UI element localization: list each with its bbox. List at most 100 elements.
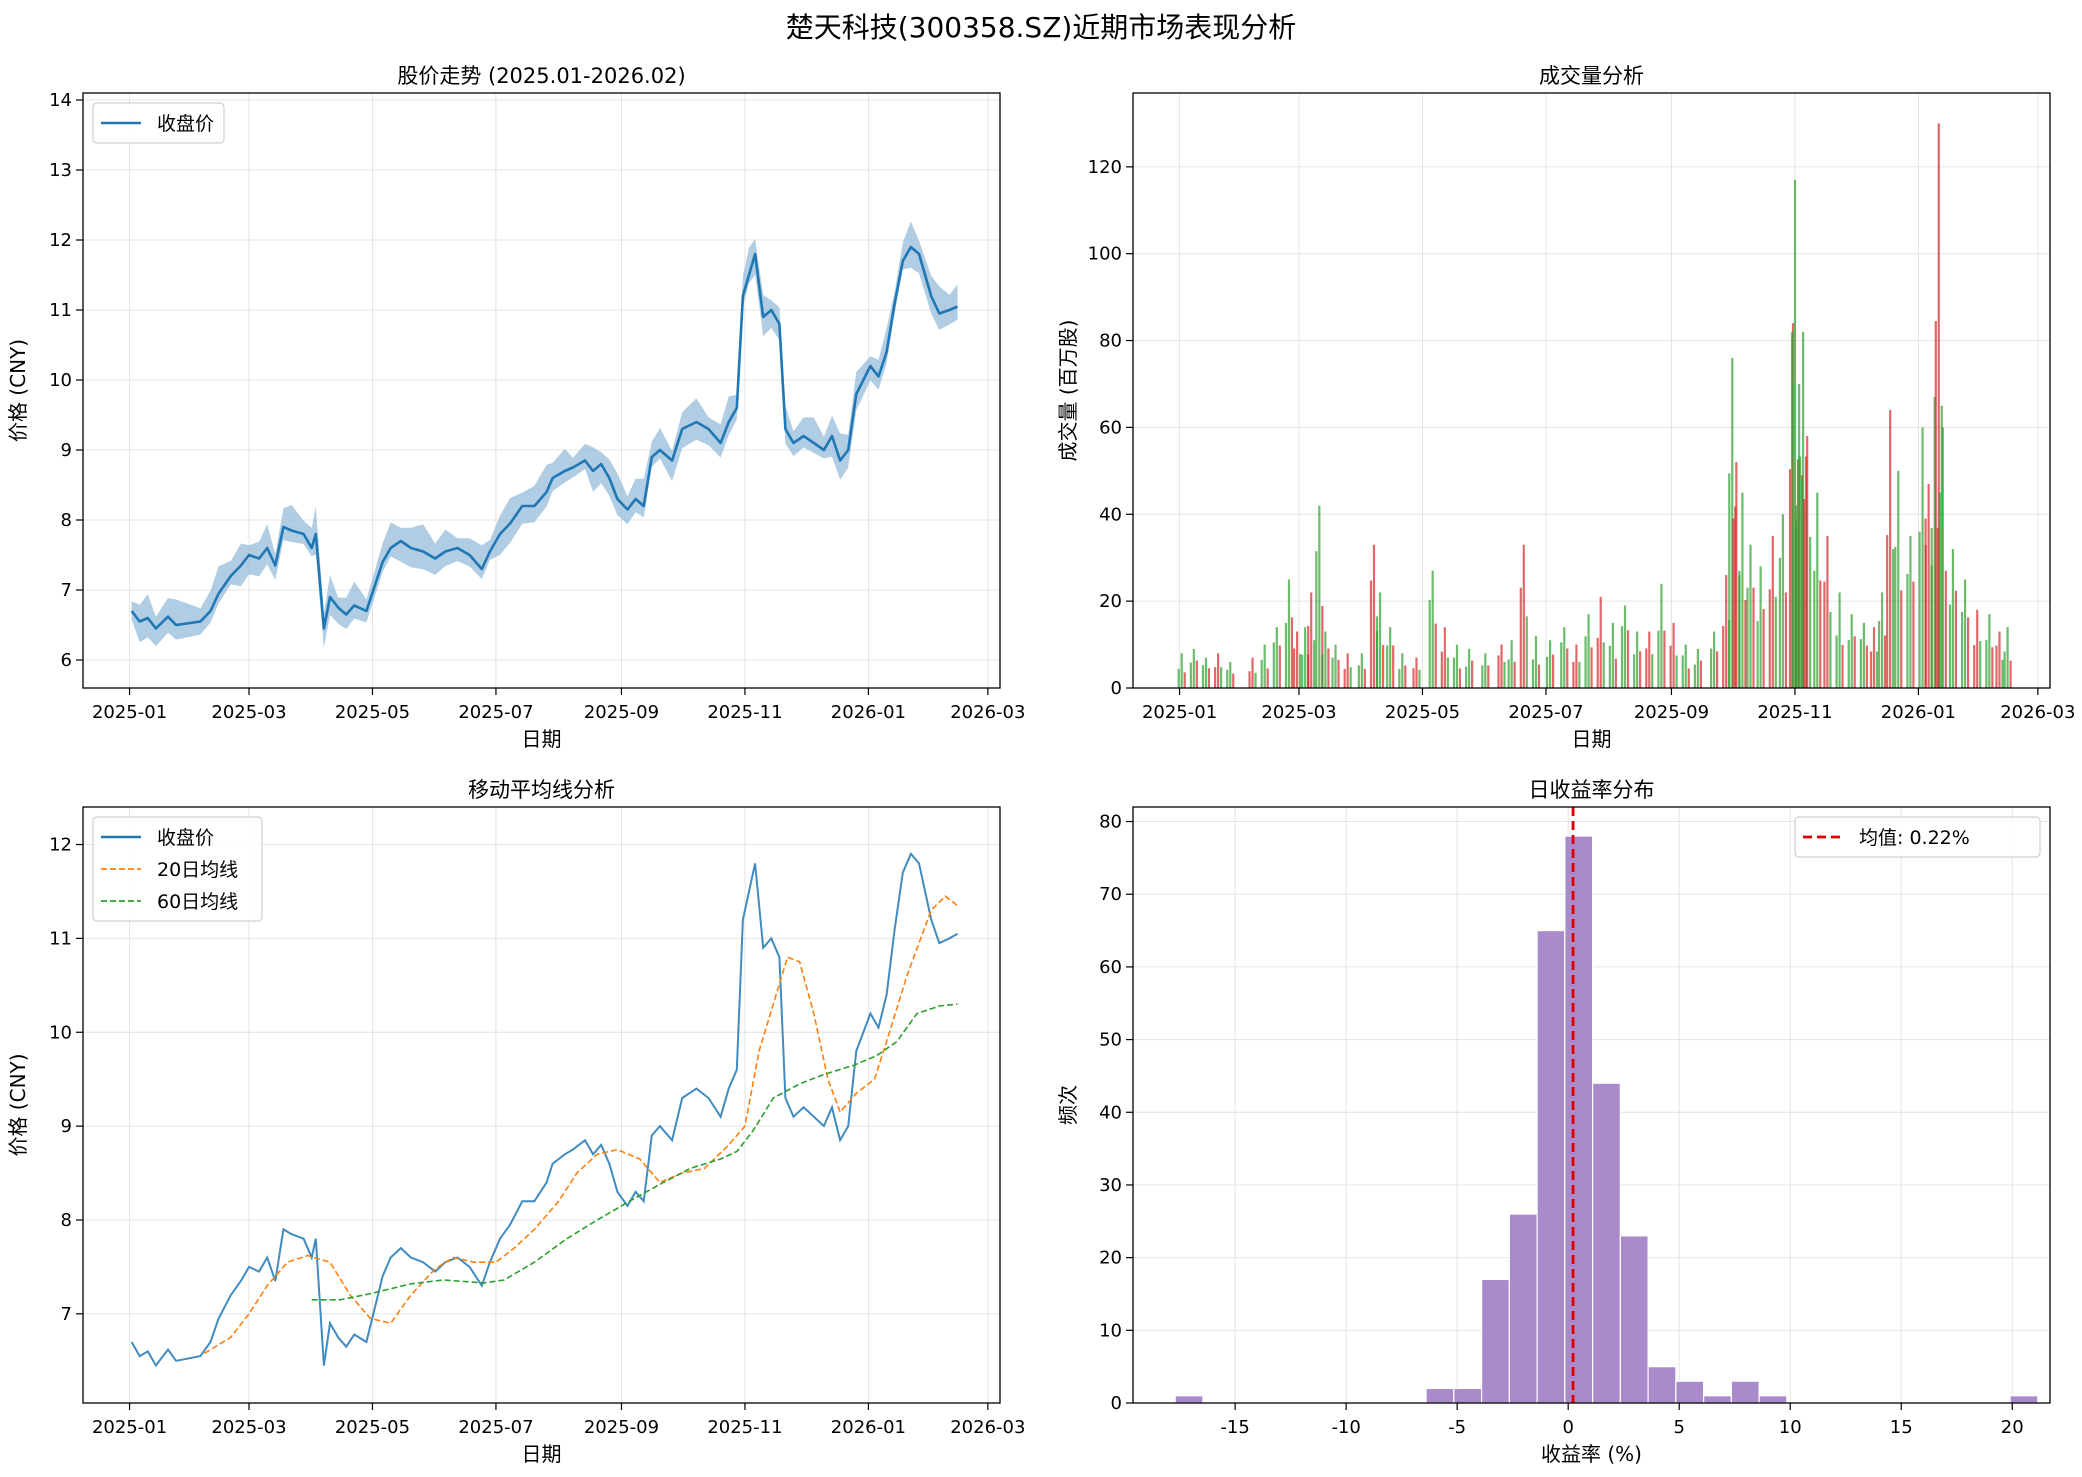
volume-bar — [1500, 644, 1503, 688]
x-tick-label: 2026-01 — [1881, 702, 1956, 723]
volume-bar — [1428, 600, 1431, 688]
volume-bar — [1266, 668, 1269, 688]
y-tick-label: 8 — [61, 1210, 72, 1231]
volume-bar — [1431, 570, 1434, 688]
volume-bar — [1768, 589, 1771, 688]
x-tick-label: 2025-03 — [1261, 702, 1336, 723]
high-low-band — [131, 221, 958, 648]
histogram-bar — [1174, 1395, 1204, 1404]
volume-bar — [1507, 659, 1510, 688]
volume-bar — [1930, 527, 1933, 688]
volume-bar — [1784, 592, 1787, 688]
volume-bar — [1636, 631, 1639, 688]
x-tick-label: 20 — [2001, 1417, 2024, 1438]
volume-bar — [1263, 644, 1266, 688]
y-tick-label: 11 — [49, 928, 72, 949]
volume-bar — [1232, 673, 1235, 688]
volume-bar — [1307, 625, 1310, 688]
y-tick-label: 80 — [1099, 331, 1122, 352]
y-tick-label: 14 — [49, 90, 72, 111]
volume-bar — [1487, 665, 1490, 688]
volume-bar — [1973, 645, 1976, 688]
volume-bar — [1728, 473, 1731, 688]
volume-bar — [1850, 614, 1853, 688]
volume-bar — [1829, 611, 1832, 688]
y-tick-label: 60 — [1099, 417, 1122, 438]
x-tick-label: 2025-11 — [707, 1417, 782, 1438]
volume-bar — [1310, 592, 1313, 688]
x-tick-label: 2025-05 — [335, 1417, 410, 1438]
volume-bar — [1951, 549, 1955, 688]
volume-bar — [1386, 645, 1389, 688]
volume-bar — [1275, 627, 1278, 688]
price-chart: 2025-01 2025-03 2025-05 2025-07 2025-09 2025-… — [6, 64, 1025, 751]
x-tick-label: 2025-09 — [584, 702, 659, 723]
volume-bar — [1534, 635, 1538, 688]
x-tick-label: 5 — [1673, 1417, 1684, 1438]
volume-bar — [1835, 635, 1838, 688]
y-axis-label: 频次 — [1056, 1085, 1080, 1125]
volume-bar — [1292, 648, 1296, 688]
volume-bar — [1687, 668, 1690, 688]
axes-frame — [1132, 92, 2051, 689]
volume-bar — [1254, 672, 1257, 688]
volume-bar — [1471, 660, 1474, 688]
histogram-bar — [1480, 1278, 1510, 1404]
volume-bar — [1623, 605, 1627, 688]
volume-bar — [1894, 546, 1897, 688]
y-tick-label: 70 — [1099, 884, 1122, 905]
y-axis-label: 成交量 (百万股) — [1056, 320, 1080, 462]
volume-bar — [1602, 642, 1605, 688]
volume-bar — [1774, 596, 1777, 688]
y-tick-label: 120 — [1088, 157, 1122, 178]
y-axis-label: 价格 (CNY) — [6, 1053, 30, 1156]
chart-title: 成交量分析 — [1539, 64, 1644, 88]
volume-bar — [1552, 654, 1555, 688]
y-tick-label: 100 — [1088, 244, 1122, 265]
volume-bar — [1484, 653, 1487, 688]
volume-bar — [1699, 660, 1702, 688]
volume-bar — [1912, 581, 1915, 688]
volume-bar — [1651, 654, 1654, 688]
volume-bar — [1192, 648, 1195, 688]
axes-frame — [82, 806, 1001, 1404]
volume-bar — [1906, 573, 1909, 688]
volume-bar — [1749, 544, 1752, 688]
histogram-bar — [1592, 1082, 1621, 1404]
y-tick-label: 10 — [1099, 1320, 1122, 1341]
x-tick-label: 2025-07 — [458, 1417, 533, 1438]
volume-bar — [1563, 627, 1566, 688]
volume-bar — [1214, 667, 1217, 688]
volume-bar — [1909, 535, 1912, 688]
volume-bar — [1738, 570, 1741, 688]
volume-bar — [1343, 668, 1346, 688]
legend-box — [92, 102, 225, 144]
volume-bar — [1458, 668, 1462, 688]
volume-bar — [1847, 640, 1850, 688]
x-tick-label: 2025-09 — [1634, 702, 1709, 723]
x-axis-label: 日期 — [522, 1442, 562, 1466]
histogram-bar — [1453, 1387, 1483, 1404]
y-tick-label: 20 — [1099, 591, 1122, 612]
volume-bar — [1875, 651, 1879, 688]
volume-bar — [1991, 647, 1994, 688]
chart-title: 股价走势 (2025.01-2026.02) — [397, 64, 685, 88]
y-tick-label: 12 — [49, 835, 72, 856]
volume-bar — [1756, 621, 1759, 688]
volume-bar — [1937, 123, 1940, 688]
volume-bar — [2006, 627, 2009, 688]
y-tick-label: 6 — [61, 650, 72, 671]
x-tick-label: 2025-07 — [458, 702, 533, 723]
volume-bar — [1497, 655, 1500, 688]
x-tick-label: -15 — [1220, 1417, 1249, 1438]
histogram-bar — [2009, 1395, 2039, 1404]
volume-bar — [1892, 549, 1895, 688]
volume-bar — [1897, 470, 1900, 688]
volume-bar — [1204, 657, 1208, 688]
volume-bar — [1584, 636, 1587, 688]
volume-bar — [1290, 617, 1294, 688]
x-tick-label: 2026-01 — [831, 702, 906, 723]
volume-bar — [1693, 664, 1696, 688]
volume-bar — [1626, 630, 1630, 688]
volume-bar — [1648, 631, 1651, 688]
